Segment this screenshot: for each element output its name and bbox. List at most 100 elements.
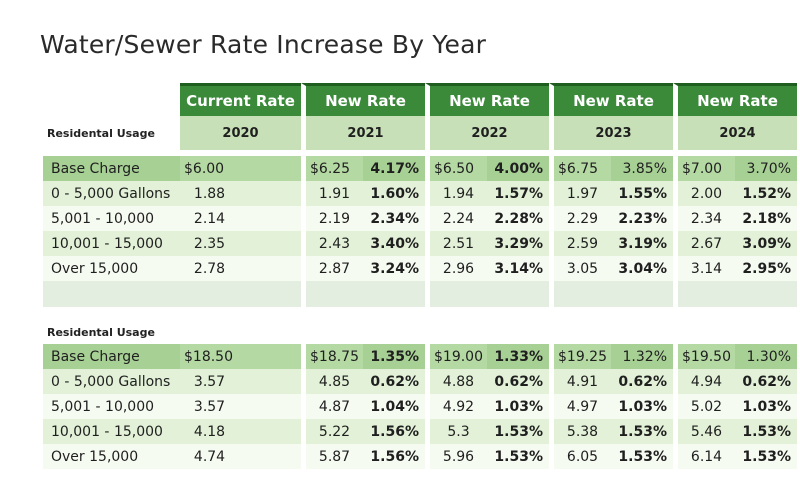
new-rate-value: 4.88 (425, 369, 487, 394)
section-label: Residental Usage (47, 326, 155, 339)
increase-percent: 2.28% (487, 206, 549, 231)
new-rate-value: $19.50 (673, 344, 735, 369)
new-rate-value: 5.46 (673, 419, 735, 444)
new-rate-value: 3.05 (549, 256, 611, 281)
increase-percent: 1.56% (363, 419, 425, 444)
header-group-current: Current Rate (180, 83, 301, 116)
increase-percent: 3.70% (735, 156, 797, 181)
new-rate-value: 5.38 (549, 419, 611, 444)
increase-percent: 1.52% (735, 181, 797, 206)
new-rate-value: $6.50 (425, 156, 487, 181)
increase-percent: 2.95% (735, 256, 797, 281)
increase-percent: 4.17% (363, 156, 425, 181)
new-rate-value: $7.00 (673, 156, 735, 181)
year-2022: 2022 (425, 116, 549, 150)
blank-row (43, 281, 797, 307)
row-label: Base Charge (43, 156, 180, 181)
row-label: 5,001 - 10,000 (43, 206, 180, 231)
year-2024: 2024 (673, 116, 797, 150)
current-rate-value: $18.50 (180, 344, 239, 369)
increase-percent: 1.32% (611, 344, 673, 369)
current-rate-value: 3.57 (180, 369, 239, 394)
current-rate-value: 2.14 (180, 206, 239, 231)
row-label: Base Charge (43, 344, 180, 369)
increase-percent: 1.35% (363, 344, 425, 369)
section-sewer: Base Charge $18.50 $18.75 1.35% $19.00 1.33% $… (43, 344, 797, 469)
increase-percent: 0.62% (487, 369, 549, 394)
new-rate-value: 1.91 (301, 181, 363, 206)
increase-percent: 3.09% (735, 231, 797, 256)
rate-table: Current Rate New Rate New Rate New Rate … (43, 83, 797, 469)
new-rate-value: 2.24 (425, 206, 487, 231)
row-label: 10,001 - 15,000 (43, 419, 180, 444)
new-rate-value: $19.00 (425, 344, 487, 369)
increase-percent: 1.55% (611, 181, 673, 206)
increase-percent: 1.53% (735, 419, 797, 444)
table-row: Base Charge $18.50 $18.75 1.35% $19.00 1.33% $… (43, 344, 797, 369)
section-label: Residental Usage (47, 126, 155, 140)
increase-percent: 3.14% (487, 256, 549, 281)
year-2020: 2020 (180, 116, 301, 150)
increase-percent: 4.00% (487, 156, 549, 181)
table-row: 10,001 - 15,000 4.18 5.22 1.56% 5.3 1.53% 5.38… (43, 419, 797, 444)
row-label: Over 15,000 (43, 256, 180, 281)
new-rate-value: 2.67 (673, 231, 735, 256)
new-rate-value: 2.34 (673, 206, 735, 231)
new-rate-value: 4.92 (425, 394, 487, 419)
increase-percent: 3.04% (611, 256, 673, 281)
new-rate-value: 3.14 (673, 256, 735, 281)
row-label: 0 - 5,000 Gallons (43, 181, 180, 206)
increase-percent: 0.62% (363, 369, 425, 394)
current-rate-value: 2.35 (180, 231, 239, 256)
increase-percent: 1.33% (487, 344, 549, 369)
new-rate-value: 5.3 (425, 419, 487, 444)
table-row: Base Charge $6.00 $6.25 4.17% $6.50 4.00% $6.7… (43, 156, 797, 181)
new-rate-value: 2.19 (301, 206, 363, 231)
increase-percent: 3.19% (611, 231, 673, 256)
year-2021: 2021 (301, 116, 425, 150)
page-title: Water/Sewer Rate Increase By Year (40, 30, 487, 59)
header-group-row: Current Rate New Rate New Rate New Rate … (43, 83, 797, 116)
new-rate-value: 2.51 (425, 231, 487, 256)
increase-percent: 3.29% (487, 231, 549, 256)
new-rate-value: 5.96 (425, 444, 487, 469)
increase-percent: 2.18% (735, 206, 797, 231)
increase-percent: 1.57% (487, 181, 549, 206)
row-label: Over 15,000 (43, 444, 180, 469)
increase-percent: 1.53% (611, 444, 673, 469)
header-group-2023: New Rate (549, 83, 673, 116)
increase-percent: 1.53% (611, 419, 673, 444)
section-2-header-row: Residental Usage (43, 307, 797, 344)
current-rate-value: 2.78 (180, 256, 239, 281)
table-row: 10,001 - 15,000 2.35 2.43 3.40% 2.51 3.29% 2.5… (43, 231, 797, 256)
current-rate-value: 4.74 (180, 444, 239, 469)
new-rate-value: 2.00 (673, 181, 735, 206)
year-2023: 2023 (549, 116, 673, 150)
increase-percent: 3.40% (363, 231, 425, 256)
increase-percent: 1.60% (363, 181, 425, 206)
new-rate-value: 6.14 (673, 444, 735, 469)
current-rate-value: 1.88 (180, 181, 239, 206)
increase-percent: 1.53% (487, 419, 549, 444)
new-rate-value: $18.75 (301, 344, 363, 369)
increase-percent: 2.34% (363, 206, 425, 231)
new-rate-value: 4.91 (549, 369, 611, 394)
increase-percent: 1.03% (735, 394, 797, 419)
new-rate-value: $19.25 (549, 344, 611, 369)
new-rate-value: 2.43 (301, 231, 363, 256)
table-row: 0 - 5,000 Gallons 1.88 1.91 1.60% 1.94 1.57% 1… (43, 181, 797, 206)
increase-percent: 1.30% (735, 344, 797, 369)
row-label: 0 - 5,000 Gallons (43, 369, 180, 394)
increase-percent: 2.23% (611, 206, 673, 231)
new-rate-value: 5.87 (301, 444, 363, 469)
new-rate-value: 4.97 (549, 394, 611, 419)
increase-percent: 0.62% (611, 369, 673, 394)
current-rate-value: $6.00 (180, 156, 239, 181)
table-row: 5,001 - 10,000 3.57 4.87 1.04% 4.92 1.03% 4.97… (43, 394, 797, 419)
new-rate-value: 1.97 (549, 181, 611, 206)
table-row: Over 15,000 4.74 5.87 1.56% 5.96 1.53% 6.05 1.5… (43, 444, 797, 469)
new-rate-value: 2.29 (549, 206, 611, 231)
table-row: 5,001 - 10,000 2.14 2.19 2.34% 2.24 2.28% 2.29… (43, 206, 797, 231)
new-rate-value: 4.94 (673, 369, 735, 394)
row-label: 5,001 - 10,000 (43, 394, 180, 419)
